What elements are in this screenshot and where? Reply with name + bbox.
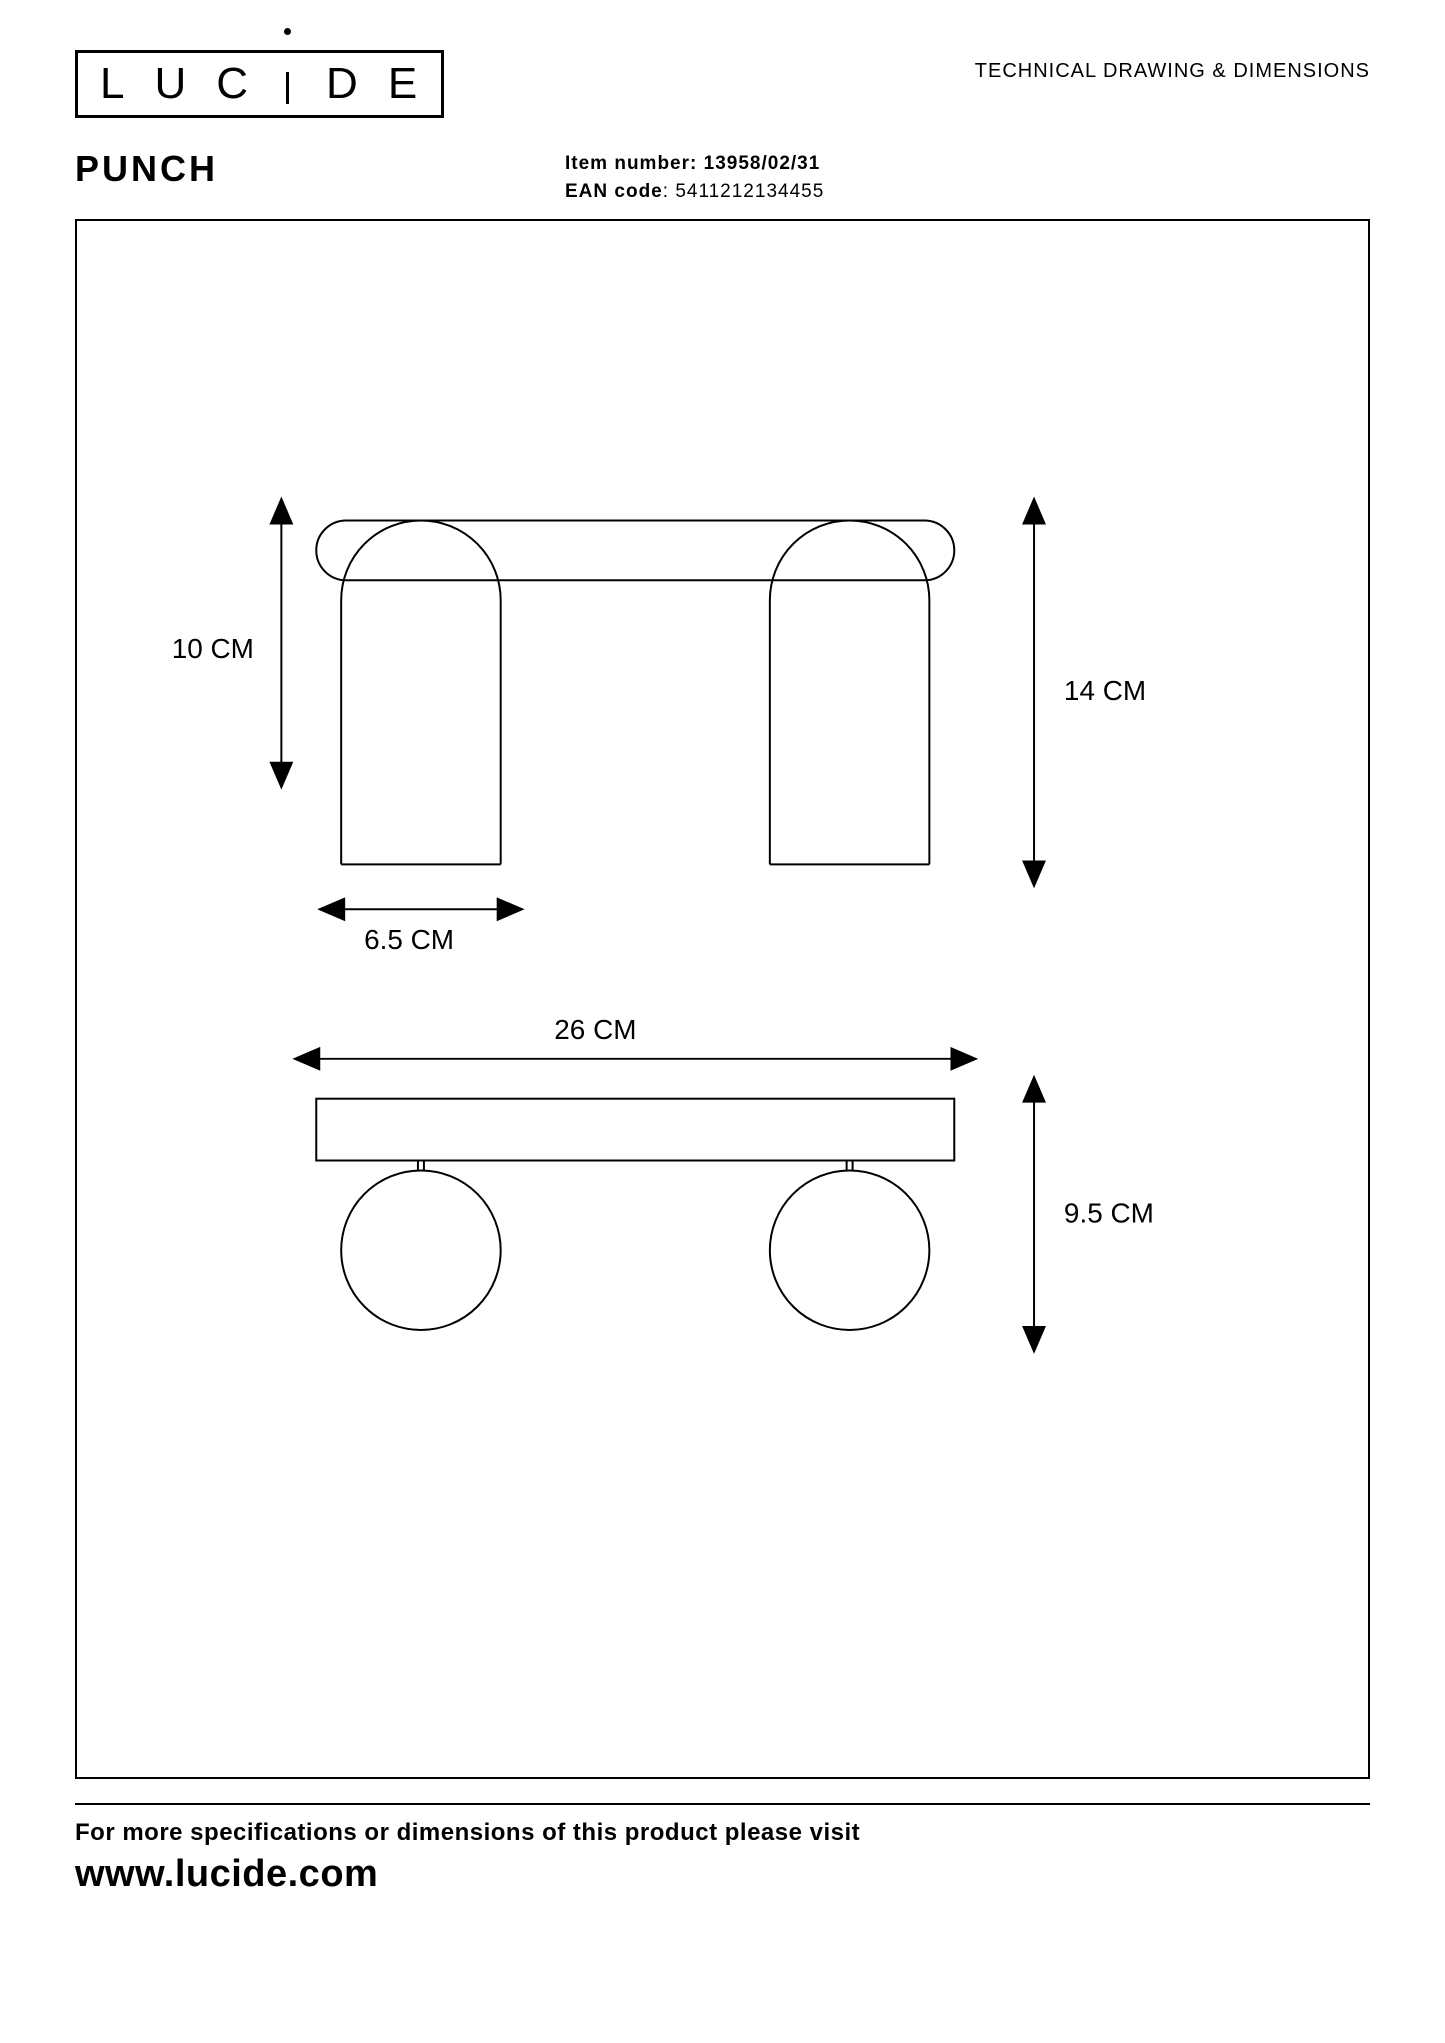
footer-text: For more specifications or dimensions of…: [75, 1819, 1370, 1847]
logo-letter: C: [216, 59, 250, 109]
drawing-frame: 14 CM 10 CM 6.5 CM 26 CM: [75, 219, 1370, 1779]
dim-label: 10 CM: [172, 633, 254, 664]
product-meta: Item number: 13958/02/31 EAN code: 54112…: [565, 148, 824, 205]
ean-label: EAN code: [565, 181, 663, 202]
dim-9p5cm: 9.5 CM: [1034, 1099, 1154, 1330]
logo-letter: L: [100, 59, 126, 109]
footer-url: www.lucide.com: [75, 1853, 1370, 1896]
ean-value: 5411212134455: [675, 181, 824, 202]
dim-label: 9.5 CM: [1064, 1197, 1154, 1228]
dim-26cm: 26 CM: [316, 1014, 954, 1059]
brand-logo: L U C D E: [75, 50, 444, 118]
front-view: [316, 521, 954, 865]
top-view: [316, 1099, 954, 1330]
item-number-label: Item number:: [565, 153, 697, 174]
logo-letter: E: [388, 59, 419, 109]
footer: For more specifications or dimensions of…: [75, 1803, 1370, 1896]
dim-6p5cm: 6.5 CM: [341, 909, 501, 955]
product-title: PUNCH: [75, 148, 565, 190]
header-caption: TECHNICAL DRAWING & DIMENSIONS: [975, 50, 1370, 83]
header: L U C D E TECHNICAL DRAWING & DIMENSIONS: [75, 50, 1370, 118]
dim-label: 14 CM: [1064, 675, 1146, 706]
dim-14cm: 14 CM: [1034, 521, 1146, 865]
title-row: PUNCH Item number: 13958/02/31 EAN code:…: [75, 148, 1370, 205]
logo-letter: D: [326, 59, 360, 109]
logo-letter-i: [278, 66, 298, 103]
item-number-value: 13958/02/31: [704, 153, 821, 174]
dim-label: 26 CM: [554, 1014, 636, 1045]
technical-drawing: 14 CM 10 CM 6.5 CM 26 CM: [77, 221, 1368, 1777]
dim-10cm: 10 CM: [172, 521, 282, 766]
dim-label: 6.5 CM: [364, 924, 454, 955]
logo-letter: U: [154, 59, 188, 109]
